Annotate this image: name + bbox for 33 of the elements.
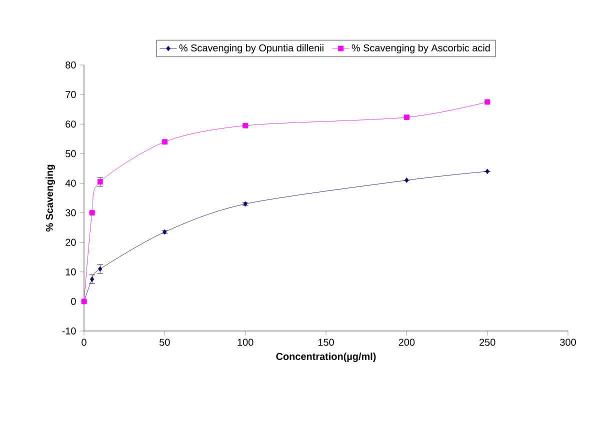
point [162, 229, 167, 235]
y-tick-label: 10 [66, 268, 76, 276]
point [90, 276, 94, 282]
y-tick-label: 30 [66, 209, 76, 216]
point [97, 179, 103, 184]
x-tick-label: 0 [82, 338, 86, 346]
y-tick-label: 60 [66, 120, 76, 128]
point [89, 210, 95, 216]
x-tick-label: 50 [160, 338, 170, 346]
point [404, 178, 409, 183]
point [404, 114, 410, 120]
point [242, 122, 248, 128]
y-tick-label: -10 [62, 327, 76, 335]
x-axis-title: Concentration(µg/ml) [276, 352, 376, 362]
y-tick-label: 40 [65, 180, 76, 187]
y-tick-label: 80 [66, 61, 76, 69]
x-tick-label: 100 [238, 338, 254, 346]
x-tick-label: 200 [398, 338, 415, 346]
point [484, 99, 490, 105]
y-tick-label: 20 [66, 238, 76, 246]
x-tick-label: 150 [318, 338, 334, 346]
y-tick-label: 70 [66, 91, 76, 98]
y-tick-label: 50 [66, 150, 76, 158]
point [98, 266, 102, 272]
point [162, 139, 168, 145]
point [243, 201, 248, 207]
legend-label: % Scavenging by Opuntia dillenii [179, 44, 324, 54]
point [485, 168, 490, 174]
x-tick-label: 250 [480, 338, 496, 346]
y-tick-label: 0 [71, 298, 76, 305]
legend-label: % Scavenging by Ascorbic acid [352, 44, 490, 54]
y-axis-title: % Scavenging [46, 164, 55, 232]
x-tick-label: 300 [560, 338, 576, 346]
